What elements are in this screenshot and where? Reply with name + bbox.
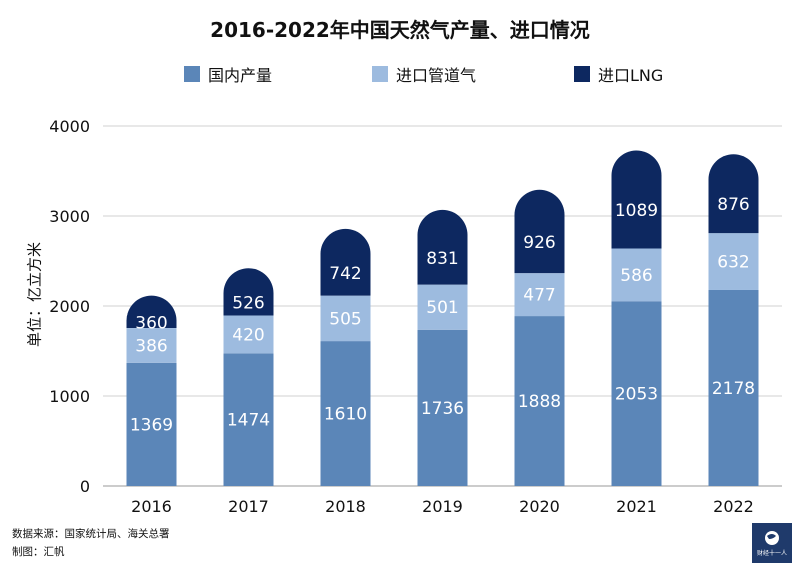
legend-swatch-pipeline: [372, 66, 388, 82]
legend-label-pipeline: 进口管道气: [396, 66, 477, 85]
data-label: 386: [135, 336, 167, 356]
bar-segment: [320, 341, 371, 486]
data-label: 420: [232, 325, 264, 345]
data-label: 876: [717, 195, 749, 215]
data-label: 1474: [227, 411, 270, 431]
legend-label-domestic: 国内产量: [208, 66, 273, 85]
legend-item-pipeline: 进口管道气: [372, 62, 476, 86]
bar-segment: [223, 353, 274, 486]
bar-segment: [417, 284, 468, 330]
bar-segment: [708, 289, 759, 486]
y-tick-label: 0: [80, 477, 90, 496]
data-label: 477: [523, 286, 555, 306]
data-label: 926: [523, 233, 555, 253]
bar-segment: [126, 328, 177, 363]
logo-text: 财经十一人: [756, 549, 787, 557]
data-label: 505: [329, 309, 361, 329]
data-label: 831: [426, 249, 458, 269]
globe-icon: [765, 530, 779, 545]
legend-swatch-lng: [574, 66, 590, 82]
data-label: 1736: [421, 399, 464, 419]
bar-segment: [320, 228, 371, 296]
data-label: 742: [329, 264, 361, 284]
bar-segment: [223, 268, 274, 316]
data-label: 1888: [518, 392, 561, 412]
legend-swatch-domestic: [184, 66, 200, 82]
data-label: 2053: [615, 385, 658, 405]
data-label: 632: [717, 253, 749, 273]
y-tick-label: 2000: [49, 297, 90, 316]
data-label: 360: [135, 313, 167, 333]
bar-segment: [708, 233, 759, 290]
x-tick-label: 2016: [131, 497, 172, 516]
credit-note: 制图：汇帆: [12, 546, 65, 558]
bar-segment: [320, 295, 371, 342]
x-tick-label: 2019: [422, 497, 463, 516]
x-tick-label: 2022: [713, 497, 754, 516]
bar-segment: [611, 248, 662, 302]
x-tick-label: 2020: [519, 497, 560, 516]
publisher-logo: 财经十一人: [752, 523, 792, 563]
data-label: 1610: [324, 405, 367, 425]
x-tick-label: 2017: [228, 497, 269, 516]
legend-item-domestic: 国内产量: [184, 62, 272, 86]
legend-item-lng: 进口LNG: [574, 62, 663, 86]
bar-segment: [514, 316, 565, 486]
data-label: 1089: [615, 201, 658, 221]
x-tick-label: 2021: [616, 497, 657, 516]
y-tick-label: 4000: [49, 117, 90, 136]
bar-segment: [417, 329, 468, 486]
bar-segment: [126, 362, 177, 486]
bar-segment: [514, 273, 565, 317]
data-label: 1369: [130, 415, 173, 435]
data-label: 586: [620, 266, 652, 286]
chart-title: 2016-2022年中国天然气产量、进口情况: [210, 18, 590, 42]
y-tick-label: 1000: [49, 387, 90, 406]
bar-segment: [611, 301, 662, 486]
bar-segment: [417, 209, 468, 285]
bar-segment: [514, 189, 565, 274]
bar-segment: [708, 154, 759, 234]
y-tick-label: 3000: [49, 207, 90, 226]
data-label: 526: [232, 293, 264, 313]
data-label: 2178: [712, 379, 755, 399]
data-label: 501: [426, 298, 458, 318]
x-tick-label: 2018: [325, 497, 366, 516]
legend-label-lng: 进口LNG: [598, 66, 664, 85]
bar-segment: [611, 150, 662, 249]
source-note: 数据来源：国家统计局、海关总署: [12, 528, 170, 540]
bar-segment: [223, 315, 274, 354]
bar-segment: [126, 295, 177, 329]
